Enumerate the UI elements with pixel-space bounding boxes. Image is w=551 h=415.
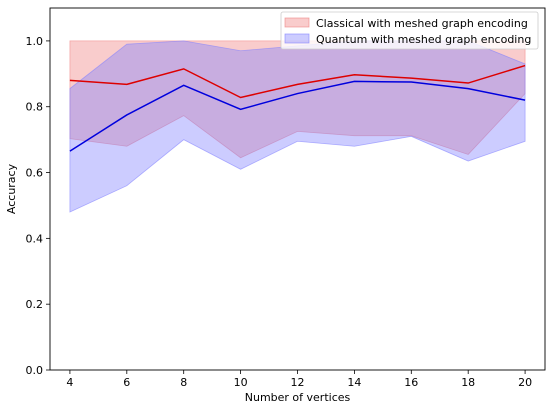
y-tick-label: 0.6 [26,167,44,180]
y-tick-label: 0.0 [26,364,44,377]
x-tick-label: 8 [180,376,187,389]
band-series-1 [69,40,526,213]
legend-swatch-classical [284,17,310,28]
legend-label-classical: Classical with meshed graph encoding [316,17,528,30]
x-axis-label: Number of vertices [245,391,351,404]
x-tick-label: 14 [347,376,361,389]
x-tick-label: 20 [518,376,532,389]
x-tick-label: 12 [291,376,305,389]
legend-swatch-quantum [284,33,310,44]
bands-layer [69,40,526,213]
x-tick-label: 16 [404,376,418,389]
y-tick-label: 1.0 [26,35,44,48]
lines-layer [69,64,526,152]
legend-label-quantum: Quantum with meshed graph encoding [316,33,531,46]
y-tick-label: 0.4 [26,232,44,245]
x-tick-label: 10 [234,376,248,389]
x-tick-label: 6 [123,376,130,389]
line-series-0 [69,64,526,99]
x-tick-label: 18 [461,376,475,389]
legend: Classical with meshed graph encoding Qua… [280,11,539,50]
y-tick-label: 0.2 [26,298,44,311]
x-axis: 4 6 8 10 12 14 16 18 20 [66,370,532,389]
x-tick-label: 4 [66,376,73,389]
y-axis-label: Accuracy [5,163,18,214]
y-axis: 0.0 0.2 0.4 0.6 0.8 1.0 [26,35,50,377]
legend-box [280,11,539,50]
y-tick-label: 0.8 [26,101,44,114]
line-series-1 [69,80,526,152]
